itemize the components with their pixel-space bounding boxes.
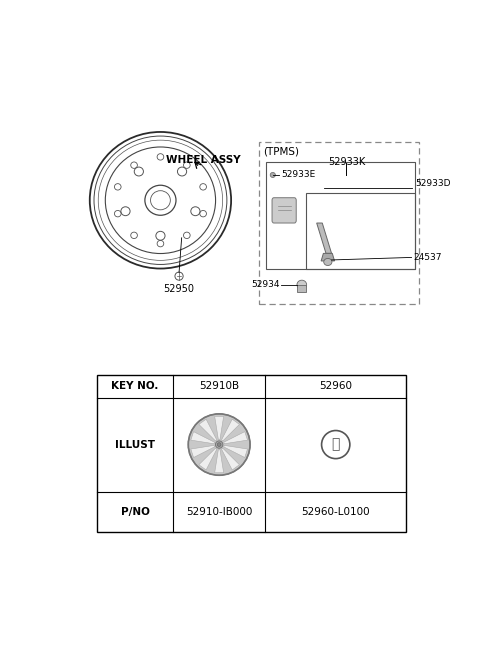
Text: 52950: 52950: [164, 284, 194, 294]
Text: (TPMS): (TPMS): [263, 146, 299, 156]
Polygon shape: [199, 448, 217, 470]
Polygon shape: [199, 419, 217, 441]
Text: 52960: 52960: [319, 381, 352, 391]
Text: ILLUST: ILLUST: [115, 440, 155, 449]
Polygon shape: [224, 445, 248, 457]
Polygon shape: [221, 448, 240, 470]
Polygon shape: [191, 432, 215, 443]
Text: 52933D: 52933D: [415, 179, 451, 188]
Polygon shape: [317, 223, 332, 254]
Polygon shape: [215, 417, 224, 440]
Ellipse shape: [270, 172, 276, 177]
Text: 24537: 24537: [413, 253, 442, 262]
Text: 52910B: 52910B: [199, 381, 239, 391]
Ellipse shape: [217, 443, 221, 446]
Ellipse shape: [324, 258, 332, 265]
Polygon shape: [191, 445, 215, 457]
Text: WHEEL ASSY: WHEEL ASSY: [166, 155, 240, 165]
Text: 52933K: 52933K: [328, 157, 365, 168]
Text: ℌ: ℌ: [332, 438, 340, 451]
Text: 52933E: 52933E: [281, 170, 315, 179]
Text: P/NO: P/NO: [120, 507, 149, 516]
Ellipse shape: [216, 441, 223, 448]
Bar: [297, 284, 306, 292]
FancyBboxPatch shape: [272, 198, 296, 223]
Text: 52960-L0100: 52960-L0100: [301, 507, 370, 516]
Ellipse shape: [297, 280, 307, 289]
Bar: [97, 374, 406, 532]
Text: KEY NO.: KEY NO.: [111, 381, 159, 391]
Text: 52910-IB000: 52910-IB000: [186, 507, 252, 516]
Polygon shape: [224, 432, 248, 443]
Polygon shape: [215, 449, 224, 473]
Text: 52934: 52934: [251, 281, 279, 289]
Ellipse shape: [188, 414, 250, 475]
Bar: [266, 162, 415, 269]
Polygon shape: [321, 254, 335, 261]
Polygon shape: [221, 419, 240, 441]
Bar: [305, 193, 415, 269]
Bar: [259, 142, 419, 304]
